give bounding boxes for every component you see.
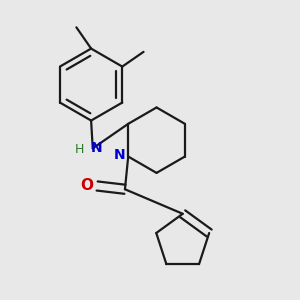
- Text: O: O: [80, 178, 93, 194]
- Text: N: N: [91, 141, 103, 155]
- Text: N: N: [113, 148, 125, 162]
- Text: H: H: [75, 143, 85, 157]
